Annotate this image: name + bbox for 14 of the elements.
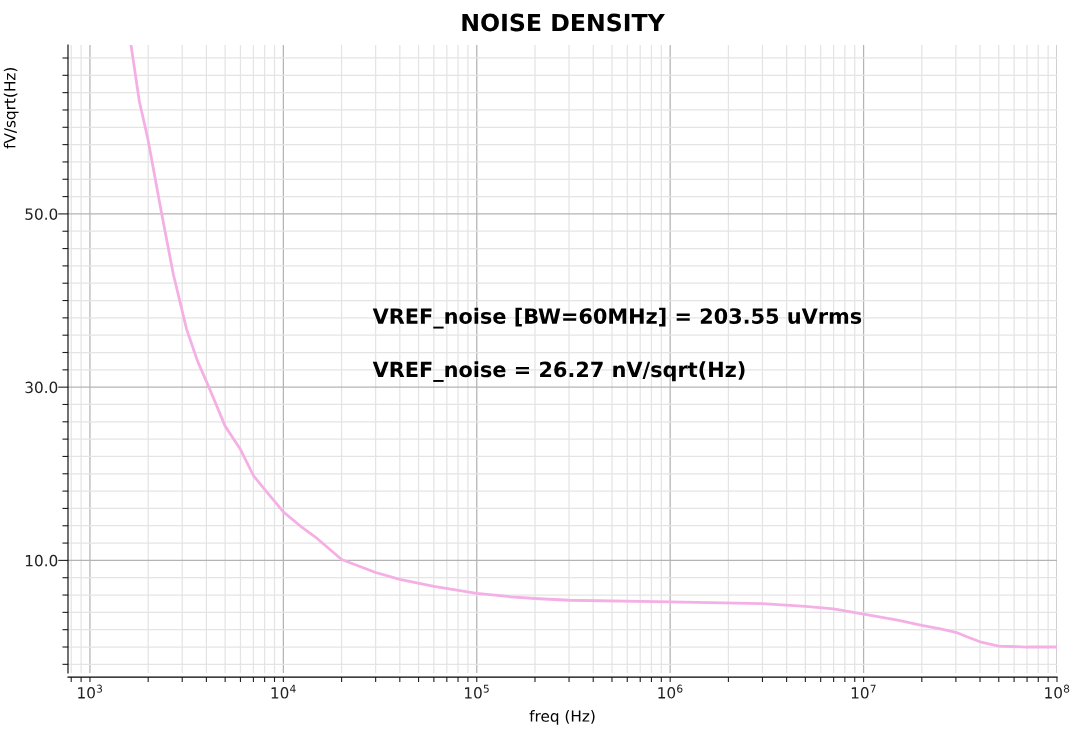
y-axis-title: fV/sqrt(Hz) [3, 67, 19, 149]
x-tick-label: 10$^{4}$ [271, 684, 296, 699]
y-tick-label: 30.0 [25, 381, 58, 394]
chart-title: NOISE DENSITY [462, 13, 665, 32]
y-tick-label: 50.0 [25, 208, 58, 220]
x-tick-label: 10$^{3}$ [78, 684, 103, 699]
x-tick-label: 10$^{6}$ [658, 684, 683, 699]
x-axis-title: freq (Hz) [529, 710, 595, 725]
x-tick-label: 10$^{7}$ [851, 684, 876, 699]
x-tick-label: 10$^{8}$ [1045, 684, 1070, 699]
y-tick-label: 10.0 [25, 554, 58, 567]
x-tick-label: 10$^{5}$ [465, 684, 489, 699]
annotation: VREF_noise [BW=60MHz] = 203.55 uVrms [372, 307, 862, 329]
annotation: VREF_noise = 26.27 nV/sqrt(Hz) [372, 361, 745, 382]
